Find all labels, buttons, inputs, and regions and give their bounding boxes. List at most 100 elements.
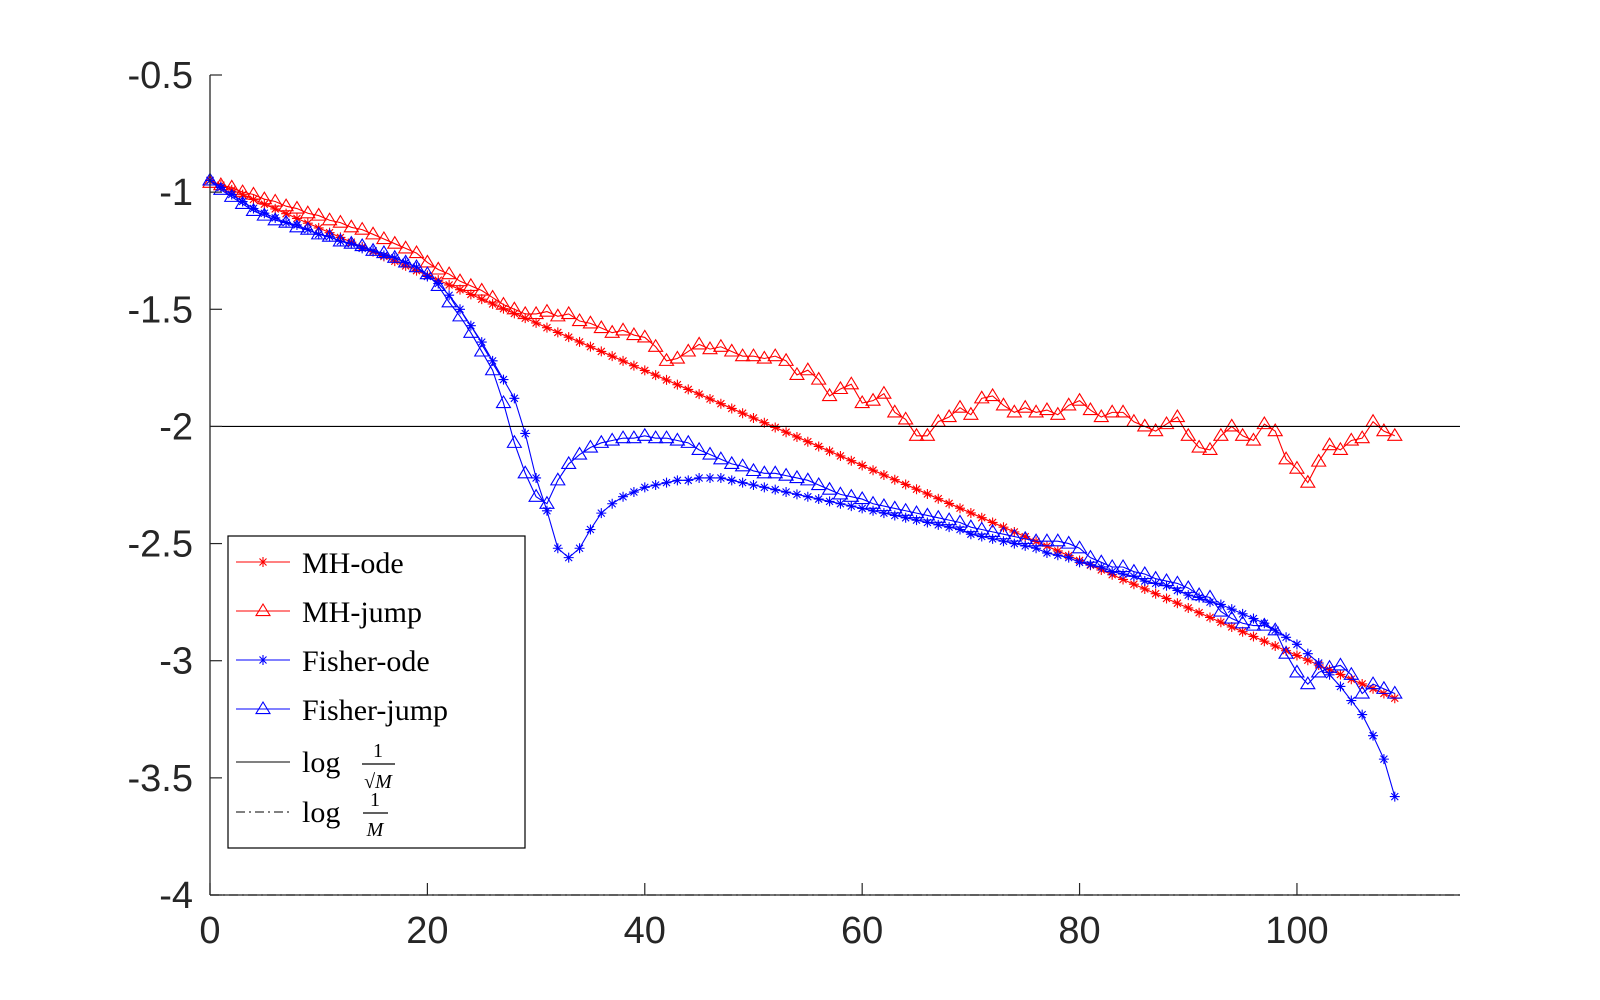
- data-point: [691, 336, 708, 350]
- legend-frac-numerator: 1: [370, 789, 380, 811]
- data-point: [1310, 664, 1327, 678]
- data-point: [397, 240, 414, 254]
- data-point: [726, 403, 737, 414]
- y-tick-label: -2: [159, 406, 193, 448]
- data-point: [952, 399, 968, 413]
- data-point: [1278, 451, 1295, 465]
- data-point: [506, 301, 523, 315]
- data-point: [1150, 588, 1161, 599]
- data-point: [585, 341, 596, 352]
- data-point: [1226, 604, 1237, 615]
- data-point: [484, 289, 501, 303]
- data-point: [955, 503, 965, 514]
- data-point: [256, 207, 273, 221]
- data-point: [930, 509, 947, 523]
- data-point: [1267, 622, 1284, 636]
- data-point: [473, 343, 490, 357]
- data-point: [1299, 676, 1316, 690]
- data-point: [1291, 639, 1302, 650]
- data-point: [563, 552, 574, 563]
- data-point: [952, 514, 968, 528]
- legend-sample-marker-mh-jump: [255, 602, 271, 617]
- data-point: [1118, 574, 1129, 585]
- data-point: [911, 515, 922, 526]
- data-point: [658, 352, 675, 366]
- data-point: [878, 508, 889, 519]
- data-point: [473, 282, 490, 296]
- data-point: [270, 203, 281, 214]
- data-point: [1006, 404, 1023, 418]
- legend-box: [227, 535, 526, 849]
- legend-log-word: log: [302, 796, 340, 829]
- data-point: [1017, 530, 1034, 544]
- data-point: [759, 417, 770, 428]
- data-point: [1215, 617, 1226, 628]
- data-point: [1063, 552, 1074, 563]
- data-point: [462, 277, 479, 291]
- data-point: [541, 505, 552, 516]
- data-point: [498, 374, 509, 385]
- x-tick-label: 40: [624, 910, 666, 952]
- data-point: [452, 273, 468, 287]
- x-tick-label: 20: [406, 910, 448, 952]
- data-point: [770, 484, 781, 495]
- data-point: [1234, 427, 1251, 441]
- data-point: [267, 212, 284, 226]
- data-point: [574, 336, 585, 347]
- data-point: [1386, 685, 1403, 699]
- data-point: [357, 243, 368, 254]
- data-point: [821, 387, 838, 402]
- data-point: [1147, 570, 1164, 584]
- legend-log-word: log: [302, 746, 340, 779]
- data-point: [484, 362, 501, 376]
- data-point: [1031, 543, 1042, 554]
- data-point: [495, 296, 512, 310]
- data-point: [886, 500, 903, 514]
- data-point: [596, 508, 607, 519]
- data-point: [1313, 658, 1324, 669]
- data-point: [737, 408, 748, 419]
- data-point: [984, 387, 1001, 402]
- data-point: [310, 207, 327, 221]
- data-point: [495, 394, 512, 409]
- data-point: [1071, 540, 1088, 554]
- data-point: [669, 350, 686, 364]
- data-point: [1205, 612, 1215, 623]
- data-point: [354, 221, 371, 235]
- data-point: [715, 398, 726, 409]
- data-point: [832, 486, 849, 500]
- data-point: [639, 482, 650, 493]
- legend-label-log-inv-m: log 1 M: [302, 789, 388, 841]
- data-point: [245, 202, 262, 216]
- data-point: [680, 343, 697, 357]
- data-point: [962, 519, 979, 533]
- data-point: [1017, 399, 1034, 413]
- data-point: [824, 496, 835, 507]
- data-point: [886, 404, 903, 418]
- data-point: [1183, 590, 1194, 601]
- data-point: [487, 298, 498, 309]
- data-point: [1020, 531, 1031, 542]
- data-point: [658, 430, 675, 444]
- data-point: [1354, 430, 1371, 444]
- data-point: [1028, 533, 1045, 547]
- data-point: [476, 337, 487, 348]
- data-point: [680, 434, 697, 448]
- data-point: [1028, 404, 1045, 418]
- data-point: [973, 521, 990, 535]
- data-point: [571, 312, 588, 327]
- data-point: [476, 294, 487, 305]
- data-point: [712, 338, 729, 352]
- data-point: [723, 455, 740, 470]
- data-point: [1281, 645, 1292, 656]
- x-tick-label: 80: [1058, 910, 1100, 952]
- data-point: [734, 348, 751, 362]
- data-point: [998, 536, 1009, 547]
- data-point: [1052, 550, 1063, 561]
- data-point: [756, 350, 773, 364]
- data-point: [965, 507, 976, 518]
- data-point: [1093, 554, 1110, 568]
- data-point: [1288, 460, 1305, 474]
- data-point: [1321, 437, 1338, 451]
- data-point: [1212, 603, 1229, 617]
